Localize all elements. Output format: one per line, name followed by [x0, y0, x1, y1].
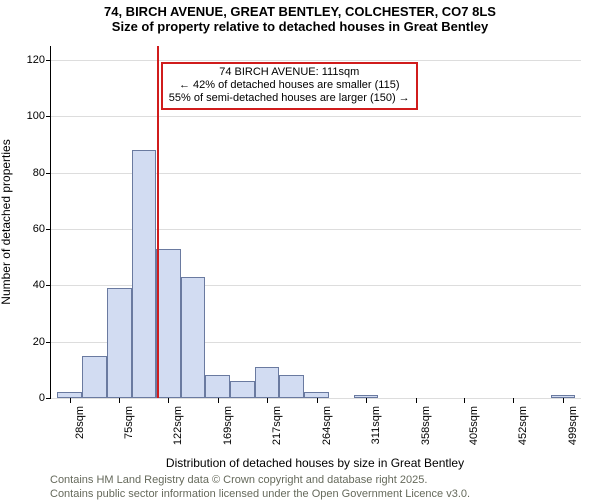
gridline — [51, 173, 581, 174]
chart-container: { "title": { "line1": "74, BIRCH AVENUE,… — [0, 4, 600, 504]
x-tick-mark — [563, 398, 564, 403]
attribution-footer: Contains HM Land Registry data © Crown c… — [50, 474, 470, 502]
histogram-bar — [181, 277, 205, 398]
histogram-bar — [230, 381, 255, 398]
y-tick-mark — [46, 229, 51, 230]
x-tick-mark — [119, 398, 120, 403]
x-tick-mark — [267, 398, 268, 403]
x-tick-label: 311sqm — [370, 406, 382, 444]
histogram-bar — [255, 367, 279, 398]
x-tick-label: 217sqm — [271, 406, 283, 445]
title-line-1: 74, BIRCH AVENUE, GREAT BENTLEY, COLCHES… — [0, 4, 600, 19]
x-tick-label: 452sqm — [517, 406, 529, 445]
x-tick-label: 75sqm — [123, 406, 135, 439]
gridline — [51, 116, 581, 117]
footer-line-2: Contains public sector information licen… — [50, 488, 470, 502]
reference-line — [157, 46, 159, 398]
x-tick-mark — [464, 398, 465, 403]
x-tick-mark — [218, 398, 219, 403]
histogram-bar — [279, 375, 304, 398]
y-tick-mark — [46, 173, 51, 174]
x-tick-label: 358sqm — [420, 406, 432, 445]
y-tick-label: 60 — [33, 223, 45, 235]
histogram-bar — [132, 150, 156, 398]
x-tick-label: 122sqm — [172, 406, 184, 445]
x-tick-label: 28sqm — [74, 406, 86, 439]
annotation-line-2: ← 42% of detached houses are smaller (11… — [169, 79, 410, 92]
x-tick-mark — [317, 398, 318, 403]
annotation-line-3: 55% of semi-detached houses are larger (… — [169, 92, 410, 105]
y-tick-mark — [46, 342, 51, 343]
histogram-bar — [205, 375, 230, 398]
y-tick-label: 120 — [27, 54, 45, 66]
x-tick-label: 405sqm — [468, 406, 480, 445]
x-tick-mark — [513, 398, 514, 403]
x-axis-label: Distribution of detached houses by size … — [166, 456, 464, 470]
y-tick-label: 80 — [33, 167, 45, 179]
histogram-bar — [156, 249, 181, 398]
x-tick-mark — [416, 398, 417, 403]
title-line-2: Size of property relative to detached ho… — [0, 19, 600, 34]
y-tick-label: 100 — [27, 110, 45, 122]
y-axis-label: Number of detached properties — [0, 139, 13, 304]
plot-area: 02040608010012028sqm75sqm122sqm169sqm217… — [50, 46, 581, 399]
y-tick-mark — [46, 116, 51, 117]
histogram-bar — [107, 288, 132, 398]
annotation-box: 74 BIRCH AVENUE: 111sqm← 42% of detached… — [161, 62, 418, 110]
y-tick-mark — [46, 285, 51, 286]
gridline — [51, 285, 581, 286]
x-tick-mark — [366, 398, 367, 403]
y-tick-mark — [46, 60, 51, 61]
x-tick-mark — [70, 398, 71, 403]
gridline — [51, 60, 581, 61]
x-tick-mark — [168, 398, 169, 403]
x-tick-label: 264sqm — [321, 406, 333, 445]
y-tick-label: 20 — [33, 336, 45, 348]
chart-title: 74, BIRCH AVENUE, GREAT BENTLEY, COLCHES… — [0, 4, 600, 34]
y-tick-mark — [46, 398, 51, 399]
gridline — [51, 229, 581, 230]
x-tick-label: 169sqm — [222, 406, 234, 445]
footer-line-1: Contains HM Land Registry data © Crown c… — [50, 474, 470, 488]
y-tick-label: 0 — [39, 392, 45, 404]
x-tick-label: 499sqm — [567, 406, 579, 445]
y-tick-label: 40 — [33, 279, 45, 291]
histogram-bar — [82, 356, 106, 398]
annotation-line-1: 74 BIRCH AVENUE: 111sqm — [169, 66, 410, 79]
